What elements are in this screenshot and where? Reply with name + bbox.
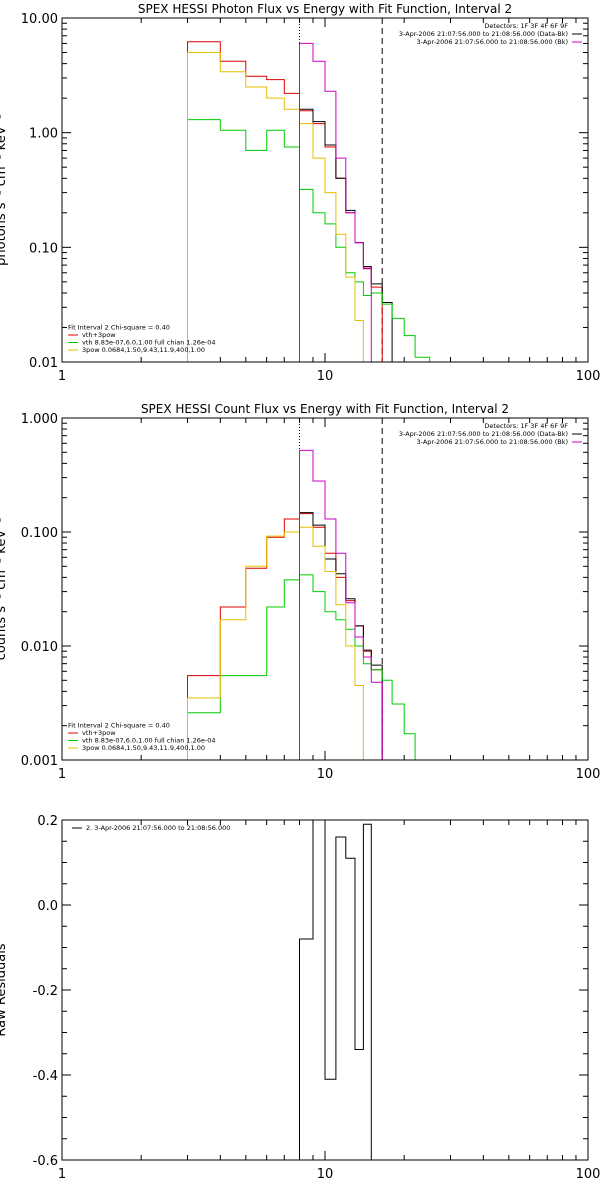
y-tick-label: 0.010 (21, 640, 58, 655)
x-tick-label: 100 (576, 369, 600, 384)
y-tick-label: 0.0 (37, 899, 58, 914)
chart-title: SPEX HESSI Photon Flux vs Energy with Fi… (138, 2, 512, 16)
y-tick-label: -0.2 (33, 984, 58, 999)
legend-top: Detectors: 1F 3F 4F 6F 9F3-Apr-2006 21:0… (399, 422, 582, 446)
legend-entry: 3-Apr-2006 21:07:56.000 to 21:08:56.000 … (417, 438, 568, 446)
axis-ticks (61, 418, 588, 761)
legend-entry: Fit Interval 2 Chi-square = 0.40 (68, 324, 170, 332)
y-axis-label: photons s⁻¹ cm⁻² keV⁻¹ (0, 114, 9, 266)
series-line-2 (299, 108, 405, 362)
series-line-1 (299, 820, 383, 1160)
y-axis-label: counts s⁻¹ cm⁻² keV⁻¹ (0, 518, 9, 661)
legend-bottom: Fit Interval 2 Chi-square = 0.40vth+3pow… (68, 324, 216, 354)
chart-title: SPEX HESSI Count Flux vs Energy with Fit… (141, 402, 509, 416)
plot-frame (61, 17, 589, 363)
legend-bottom: Fit Interval 2 Chi-square = 0.40vth+3pow… (68, 722, 216, 752)
legend-entry: 3-Apr-2006 21:07:56.000 to 21:08:56.000 … (417, 38, 568, 46)
y-tick-label: 0.100 (21, 526, 58, 541)
legend-top: 2. 3-Apr-2006 21:07:56.000 to 21:08:56.0… (72, 824, 230, 832)
x-tick-label: 1 (58, 1167, 66, 1182)
plot-frame (61, 417, 589, 761)
legend-entry: vth 8.83e-07,6.0,1.00 full chian 1.26e-0… (82, 737, 216, 745)
legend-entry: 3pow 0.0684,1.50,9.43,11.9,400,1.00 (82, 744, 205, 752)
y-tick-label: 0.10 (29, 241, 58, 256)
legend-entry: Detectors: 1F 3F 4F 6F 9F (484, 22, 568, 30)
series-line-5 (299, 449, 383, 760)
legend-entry: vth+3pow (82, 729, 116, 737)
legend-entry: 3-Apr-2006 21:07:56.000 to 21:08:56.000 … (399, 430, 568, 438)
legend-entry: Fit Interval 2 Chi-square = 0.40 (68, 722, 170, 730)
legend-entry: vth+3pow (82, 331, 116, 339)
series-line-4 (187, 526, 364, 760)
x-tick-label: 10 (317, 767, 334, 782)
y-tick-label: 1.000 (21, 412, 58, 427)
series-line-3 (187, 119, 431, 362)
x-tick-label: 100 (576, 1167, 600, 1182)
y-tick-label: 0.2 (37, 814, 58, 829)
x-tick-label: 10 (317, 1167, 334, 1182)
chart-panel-2: SPEX HESSI Count Flux vs Energy with Fit… (0, 402, 600, 782)
legend-entry: vth 8.83e-07,6.0,1.00 full chian 1.26e-0… (82, 339, 216, 347)
y-tick-label: 0.001 (21, 754, 58, 769)
y-tick-label: -0.6 (33, 1154, 58, 1169)
legend-entry: Detectors: 1F 3F 4F 6F 9F (484, 422, 568, 430)
series-line-3 (187, 574, 430, 760)
y-tick-label: 1.00 (29, 127, 58, 142)
legend-top: Detectors: 1F 3F 4F 6F 9F3-Apr-2006 21:0… (399, 22, 582, 46)
series-line-1 (187, 41, 383, 362)
y-tick-label: -0.4 (33, 1069, 58, 1084)
axis-ticks (61, 819, 588, 1161)
series-line-4 (187, 52, 364, 362)
plot-frame (61, 819, 589, 1161)
chart-panel-1: SPEX HESSI Photon Flux vs Energy with Fi… (0, 2, 600, 384)
x-tick-label: 1 (58, 767, 66, 782)
legend-entry: 2. 3-Apr-2006 21:07:56.000 to 21:08:56.0… (86, 824, 230, 832)
y-tick-label: 10.00 (21, 12, 58, 27)
legend-entry: 3-Apr-2006 21:07:56.000 to 21:08:56.000 … (399, 30, 568, 38)
series-line-2 (299, 512, 383, 760)
x-tick-label: 1 (58, 369, 66, 384)
x-tick-label: 100 (576, 767, 600, 782)
series-line-1 (187, 513, 383, 760)
y-tick-label: 0.01 (29, 356, 58, 371)
x-tick-label: 10 (317, 369, 334, 384)
legend-entry: 3pow 0.0684,1.50,9.43,11.9,400,1.00 (82, 346, 205, 354)
y-axis-label: Raw Residuals (0, 943, 9, 1036)
series-line-5 (299, 42, 372, 362)
chart-panel-3: Raw Residuals 1 10 100 -0.6 -0.4 -0.2 0.0 0.2 2. … (0, 814, 600, 1182)
